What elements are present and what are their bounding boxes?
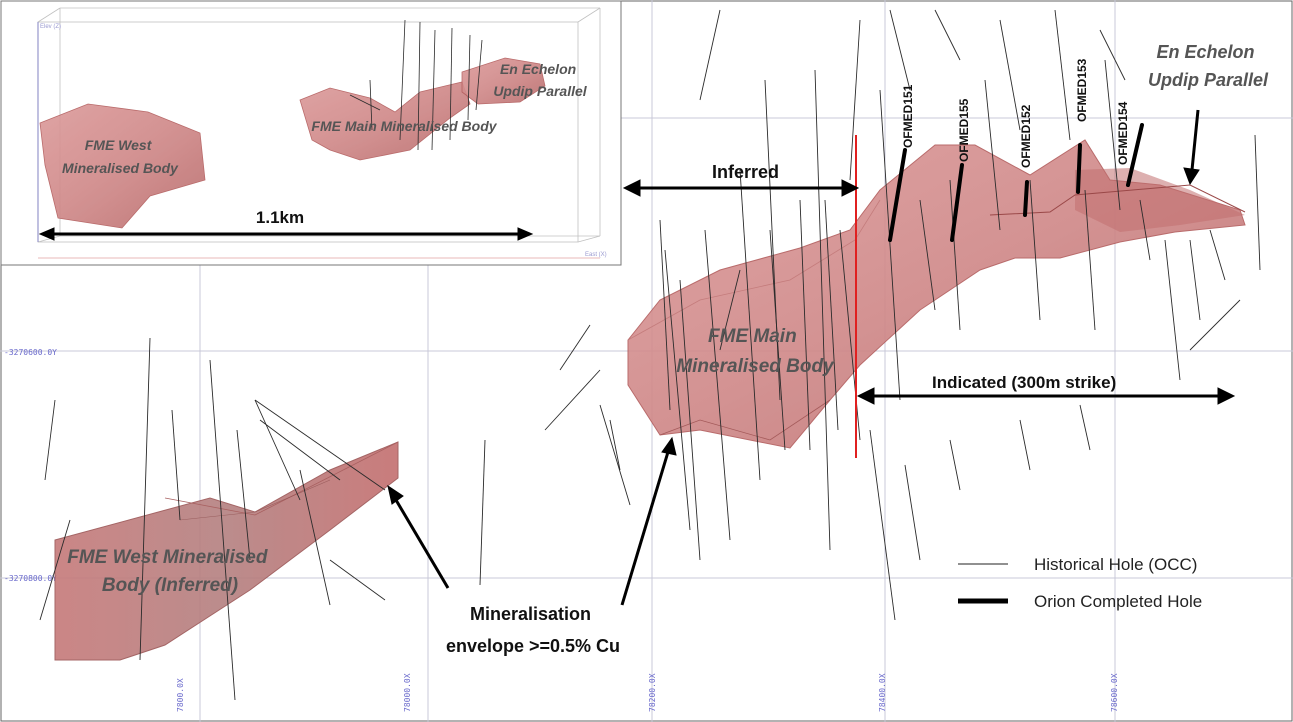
hole-label-ofmed153: OFMED153 — [1075, 58, 1089, 122]
indicated-label: Indicated (300m strike) — [932, 373, 1116, 392]
inset-en-echelon-body — [461, 57, 546, 105]
legend: Historical Hole (OCC) Orion Completed Ho… — [958, 555, 1202, 611]
inferred-label: Inferred — [712, 162, 779, 182]
hole-label-ofmed154: OFMED154 — [1116, 101, 1130, 165]
hole-label-ofmed151: OFMED151 — [901, 84, 915, 148]
legend-item-historical: Historical Hole (OCC) — [1034, 555, 1197, 574]
hole-label-ofmed152: OFMED152 — [1019, 104, 1033, 168]
historical-holes — [39, 9, 1261, 701]
inset-en-echelon-label: En Echelon Updip Parallel — [493, 61, 587, 99]
grid-label-x1: 7800.0X — [176, 678, 185, 712]
en-echelon-label: En Echelon Updip Parallel — [1148, 42, 1269, 90]
hole-label-ofmed155: OFMED155 — [957, 98, 971, 162]
legend-item-orion: Orion Completed Hole — [1034, 592, 1202, 611]
inset-axis-z: Elev (Z) — [40, 24, 61, 30]
grid-label-x4: 78400.0X — [878, 673, 887, 712]
inset-main-label: FME Main Mineralised Body — [311, 118, 497, 134]
orion-holes — [888, 123, 1144, 242]
inset-panel: Elev (Z) East (X) 1.1km FME West Mineral… — [0, 0, 622, 266]
inset-west-body — [39, 103, 206, 229]
envelope-label: Mineralisation envelope >=0.5% Cu — [446, 604, 620, 656]
grid-label-x2: 78000.0X — [403, 673, 412, 712]
west-body-label: FME West Mineralised Body (Inferred) — [67, 547, 273, 596]
main-body — [627, 139, 1246, 449]
inset-axis-x: East (X) — [585, 252, 607, 258]
inset-scale-label: 1.1km — [256, 208, 304, 227]
arrows — [387, 109, 1236, 606]
main-body-label: FME Main Mineralised Body — [676, 326, 835, 377]
grid-label-x3: 78200.0X — [648, 673, 657, 712]
inset-west-label: FME West Mineralised Body — [62, 137, 179, 176]
grid-label-y1: -3270600.0Y — [4, 348, 57, 357]
grid-label-x5: 78600.0X — [1110, 673, 1119, 712]
grid-label-y2: -3270800.0Y — [4, 574, 57, 583]
